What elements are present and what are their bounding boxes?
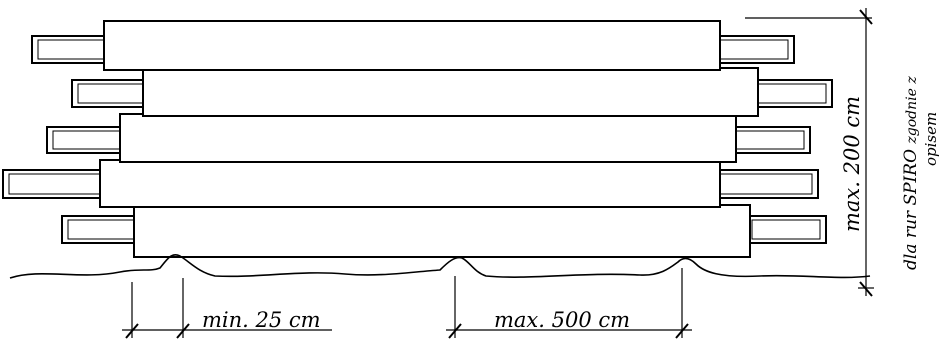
spiro-note-line1-a: dla rur SPIRO	[901, 144, 921, 270]
dimension-min-spacing	[122, 278, 332, 339]
spiro-note-line2: opisem	[922, 112, 940, 166]
max-height-label: max. 200 cm	[840, 96, 864, 232]
min-spacing-label: min. 25 cm	[202, 308, 321, 332]
spiro-note: dla rur SPIRO zgodnie z opisem	[901, 76, 940, 270]
spiro-note-line1-b: zgodnie z	[904, 76, 920, 145]
pipe-5	[61, 204, 827, 258]
pipe-1	[31, 20, 795, 71]
pipe-3-body	[119, 113, 737, 163]
dimension-max-height	[745, 8, 874, 297]
pipe-2	[71, 67, 833, 117]
dimension-max-spacing	[446, 268, 692, 339]
pipe-stack	[2, 20, 833, 258]
pipe-3	[46, 113, 811, 163]
max-spacing-label: max. 500 cm	[494, 308, 630, 332]
pipe-5-body	[133, 204, 751, 258]
pipe-2-body	[142, 67, 759, 117]
pipe-4-body	[99, 159, 721, 208]
pipe-4	[2, 159, 819, 208]
svg-text:dla rur SPIRO zgodnie z: dla rur SPIRO zgodnie z	[901, 76, 921, 270]
pipe-1-body	[103, 20, 721, 71]
ground-line	[9, 253, 871, 279]
